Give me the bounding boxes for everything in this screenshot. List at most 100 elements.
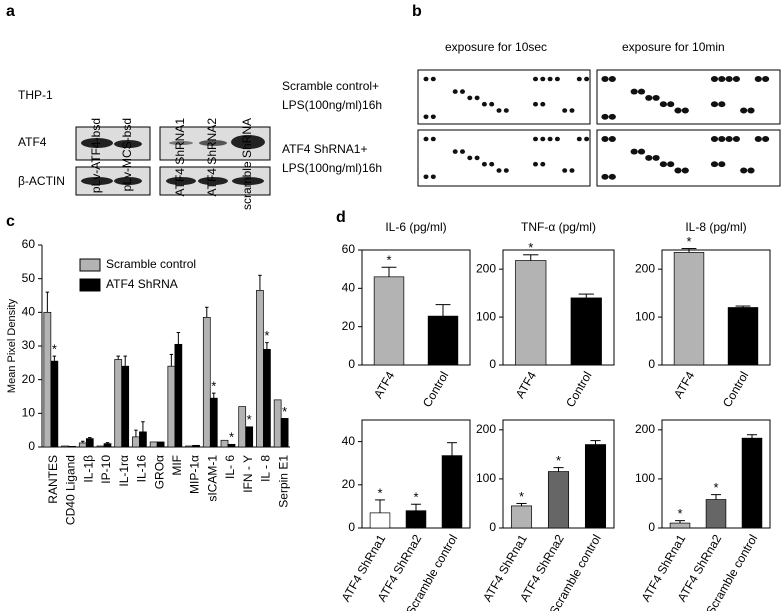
y-tick-label: 40: [22, 305, 36, 319]
y-tick-label: 0: [348, 357, 355, 371]
legend-swatch: [79, 278, 101, 292]
bar: [103, 443, 112, 448]
x-tick-label: RANTES: [46, 455, 60, 504]
bar: [245, 426, 254, 448]
spot: [637, 148, 646, 155]
row-label: ATF4: [18, 135, 47, 149]
bar: [43, 311, 52, 448]
x-tick-label: Control: [720, 369, 751, 410]
bar: [209, 397, 218, 448]
y-tick-label: 60: [342, 242, 356, 256]
x-tick-label: GROα: [152, 455, 166, 489]
spot: [681, 107, 689, 114]
spot: [762, 76, 770, 82]
spot: [667, 161, 675, 168]
spot: [562, 168, 568, 173]
spot: [430, 114, 436, 120]
x-tick-label: Serpin E1: [276, 455, 290, 508]
spot: [460, 149, 465, 154]
y-tick-label: 0: [648, 520, 655, 534]
bar: [369, 512, 391, 529]
spot: [732, 76, 741, 82]
bar: [441, 455, 463, 529]
y-axis-label: Mean Pixel Density: [6, 298, 18, 393]
spot: [740, 107, 748, 114]
x-tick-label: IFN - Y: [241, 455, 255, 493]
spot: [481, 101, 487, 107]
spot: [762, 136, 770, 142]
bar: [727, 307, 759, 366]
spot: [674, 107, 682, 114]
spot: [659, 161, 668, 168]
bar: [132, 436, 140, 448]
plot-frame: [502, 249, 615, 366]
spot: [503, 108, 509, 113]
y-tick-label: 200: [476, 422, 496, 436]
row-label: LPS(100ng/ml)16h: [282, 161, 382, 175]
spot: [452, 89, 458, 94]
y-tick-label: 0: [648, 357, 655, 371]
significance: *: [386, 253, 391, 268]
spot: [718, 101, 726, 108]
spot: [496, 108, 502, 113]
spot: [710, 161, 719, 168]
spot: [562, 108, 568, 113]
spot: [725, 136, 733, 142]
spot: [637, 88, 646, 95]
spot: [710, 136, 719, 142]
significance: *: [264, 328, 269, 343]
panel-label: a: [6, 3, 15, 20]
spot: [474, 95, 480, 101]
spot: [496, 168, 502, 173]
spot: [540, 76, 546, 82]
legend-swatch: [79, 258, 101, 272]
x-tick-label: MIF: [170, 455, 184, 476]
x-tick-label: IL-16: [135, 455, 149, 483]
bar: [156, 441, 165, 448]
y-tick-label: 40: [342, 281, 356, 295]
row-label: Scramble control+: [282, 79, 379, 93]
spot: [725, 76, 733, 82]
spot: [467, 95, 473, 101]
bar: [427, 315, 459, 366]
spot: [576, 136, 582, 142]
spot: [601, 76, 609, 82]
y-tick-label: 0: [489, 520, 496, 534]
panel-label: c: [6, 213, 15, 230]
significance: *: [52, 342, 57, 357]
spot: [732, 136, 741, 142]
spot: [430, 136, 436, 142]
y-tick-label: 100: [476, 471, 496, 485]
bar: [174, 343, 183, 448]
x-tick-label: Control: [420, 369, 451, 410]
y-tick-label: 200: [476, 261, 496, 275]
bar: [373, 276, 405, 366]
spot: [747, 167, 755, 174]
spot: [474, 155, 480, 161]
array: [596, 129, 781, 187]
significance: *: [247, 412, 252, 427]
legend-label: ATF4 ShRNA: [106, 277, 178, 291]
significance: *: [519, 489, 524, 504]
spot: [489, 101, 495, 107]
x-tick-label: CD40 Ligand: [64, 455, 78, 525]
bar: [78, 442, 87, 448]
bands: [81, 135, 265, 185]
bar: [220, 439, 229, 448]
bar: [705, 499, 727, 529]
spot: [533, 136, 538, 142]
spot: [652, 154, 660, 161]
spot: [430, 174, 436, 180]
panel-label: d: [336, 209, 346, 226]
spot: [533, 101, 538, 107]
bar: [263, 349, 271, 448]
lane-label: ATF4 ShRNA1: [173, 118, 187, 197]
y-tick-label: 10: [22, 406, 36, 420]
y-tick-label: 40: [342, 434, 356, 448]
spot: [667, 101, 675, 108]
spot: [747, 107, 755, 114]
spot: [674, 167, 682, 174]
spot: [540, 161, 546, 167]
spot: [584, 136, 590, 142]
row-label: ATF4 ShRNA1+: [282, 142, 367, 156]
